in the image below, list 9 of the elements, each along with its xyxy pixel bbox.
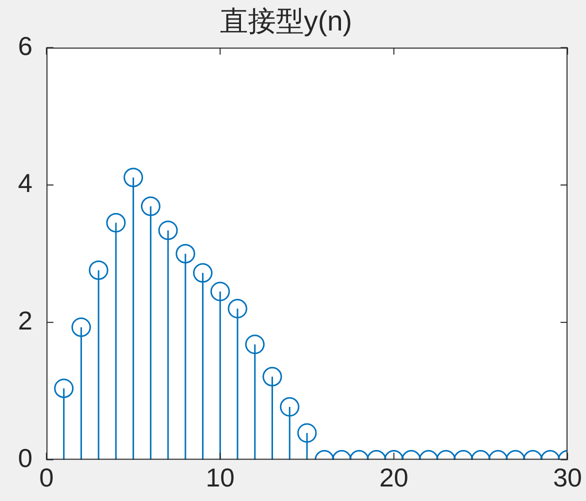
x-tick-label: 20 xyxy=(379,462,408,493)
x-tick-label: 10 xyxy=(206,462,235,493)
chart-title: 直接型y(n) xyxy=(220,6,352,37)
y-tick-label: 2 xyxy=(18,306,32,336)
y-tick-label: 0 xyxy=(18,442,32,473)
x-tick-label: 0 xyxy=(39,462,54,493)
x-tick-label: 30 xyxy=(553,462,582,493)
y-tick-label: 4 xyxy=(18,168,32,198)
y-tick-label: 6 xyxy=(18,30,32,61)
